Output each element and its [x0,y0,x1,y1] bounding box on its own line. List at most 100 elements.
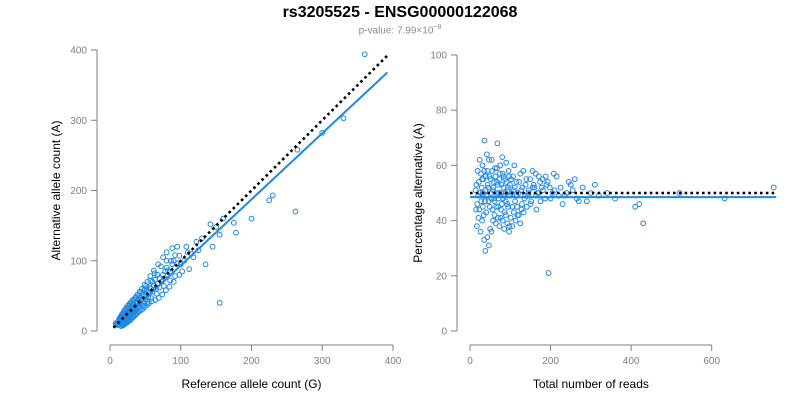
data-point [538,184,545,191]
data-point [163,249,170,256]
data-point [499,217,506,224]
data-point [533,206,540,213]
data-point [473,181,480,188]
data-point [361,51,368,58]
data-point [493,203,500,210]
data-point [573,195,580,202]
data-point [529,168,536,174]
data-point [518,187,525,194]
data-point [520,168,527,174]
data-point [482,198,488,205]
data-point [170,257,177,264]
data-point [491,212,498,218]
data-point [162,287,169,294]
data-point [499,154,506,161]
data-point [530,181,537,188]
data-point [507,214,514,221]
data-point [159,291,166,298]
x-tick-label: 600 [703,356,720,367]
data-point [477,170,484,177]
data-point [481,137,488,144]
data-point [479,217,485,224]
x-tick-label: 0 [467,356,473,367]
x-axis-label: Total number of reads [533,377,649,391]
y-axis-label: Percentage alternative (A) [411,123,425,262]
panel-2: 0 200 400 600 0 20 40 60 80 100 Total number of re… [411,51,777,391]
data-point [488,156,495,163]
data-point [529,184,536,191]
data-point [503,159,510,166]
data-point [479,203,486,210]
data-point [486,242,492,249]
data-point [490,179,497,185]
data-point [207,221,214,228]
data-point [478,198,485,205]
data-point [517,220,524,227]
data-point [506,228,512,235]
data-point [486,173,493,180]
data-point [521,195,528,202]
data-point [474,201,481,207]
data-point [612,195,618,202]
pvalue-subtitle: p-value: 7.99×10−8 [0,24,800,36]
data-point [537,198,544,205]
data-point [636,201,643,207]
data-point [537,179,543,185]
data-point [540,187,546,194]
x-tick-label: 200 [243,356,260,367]
data-point [640,220,647,227]
data-point [508,190,515,196]
x-tick-label: 100 [172,356,189,367]
data-point [522,192,529,199]
data-point [186,266,193,273]
data-point [510,173,517,180]
data-point [473,206,479,213]
data-point [557,184,564,191]
data-point [151,270,158,277]
data-point [340,115,347,122]
reference-line [112,54,389,329]
data-point [481,168,488,174]
data-point [542,195,548,202]
y-tick-label: 40 [436,216,448,227]
data-point [476,156,483,163]
pvalue-exponent: −8 [433,24,442,31]
data-point [477,228,484,235]
data-point [494,181,501,188]
data-point [579,184,586,191]
data-point [494,214,501,221]
data-point [583,198,590,205]
data-point [155,261,162,268]
data-point [591,181,598,188]
data-point [489,168,496,174]
data-point [485,184,492,191]
y-tick-label: 0 [81,327,87,338]
data-point [266,197,273,204]
data-point [499,170,506,177]
data-point [498,206,504,213]
data-point [172,252,178,259]
data-point [292,208,299,215]
data-point [535,173,542,180]
data-point [166,283,173,290]
data-point [516,179,523,185]
data-point [150,267,157,274]
data-point [319,129,326,136]
data-point [569,187,576,194]
data-point [553,173,560,180]
data-point [160,254,166,261]
data-point [505,203,512,210]
data-point [184,249,191,256]
data-point [509,223,516,230]
chart-title: rs3205525 - ENSG00000122068 [282,4,518,21]
data-point [523,176,530,183]
data-point [482,248,489,254]
data-point [248,215,255,222]
data-point [294,146,301,153]
data-point [216,300,223,306]
data-point [511,162,518,169]
data-point [479,162,486,169]
y-tick-label: 0 [441,327,447,338]
data-point [154,271,161,278]
data-point [488,228,495,235]
